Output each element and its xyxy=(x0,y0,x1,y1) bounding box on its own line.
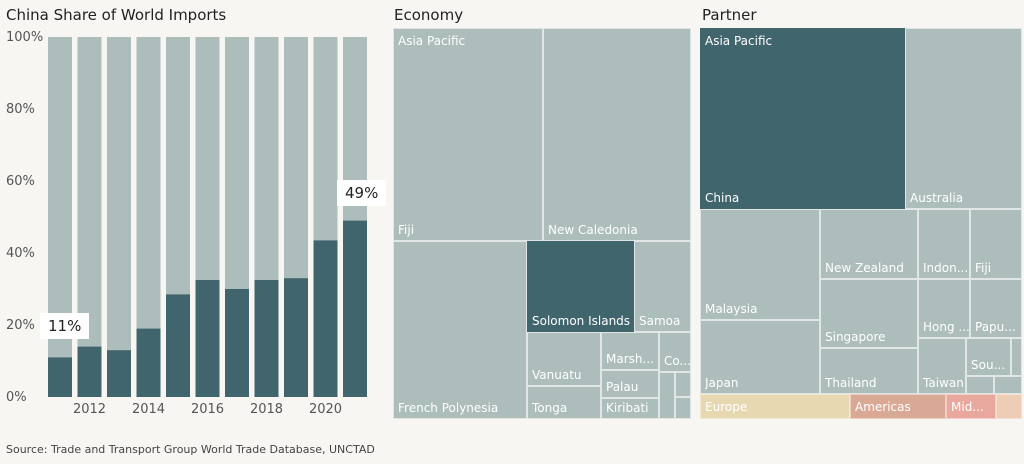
y-tick-label: 40% xyxy=(6,246,35,261)
x-tick-label: 2014 xyxy=(132,402,165,417)
treemap-cell-new-zealand[interactable]: New Zealand xyxy=(820,209,918,279)
treemap-label: Asia Pacific xyxy=(398,34,466,48)
bar-2016[interactable] xyxy=(195,280,220,397)
treemap-label: China xyxy=(705,191,740,205)
partner-treemap: Asia Pacific China Australia Malaysia Ja… xyxy=(700,28,1022,419)
treemap-cell-small[interactable] xyxy=(966,376,994,394)
treemap-label: New Caledonia xyxy=(548,223,638,237)
y-tick-label: 60% xyxy=(6,174,35,189)
treemap-cell-other[interactable] xyxy=(996,394,1022,419)
treemap-cell-new-caledonia[interactable]: New Caledonia xyxy=(543,28,691,241)
treemap-label: Marsh... xyxy=(606,352,654,366)
bar-2017[interactable] xyxy=(225,289,249,397)
treemap-label: Mid... xyxy=(951,400,984,414)
treemap-label: Asia Pacific xyxy=(705,34,773,48)
y-tick-label: 20% xyxy=(6,318,35,333)
treemap-label: Hong ... xyxy=(923,320,970,334)
bar-remainder xyxy=(48,37,72,397)
bar-2012[interactable] xyxy=(77,346,102,397)
treemap-label: New Zealand xyxy=(825,261,904,275)
x-tick-label: 2018 xyxy=(250,402,283,417)
source-note: Source: Trade and Transport Group World … xyxy=(6,443,375,456)
bar-2014[interactable] xyxy=(136,328,161,397)
bar-2013[interactable] xyxy=(107,350,131,397)
treemap-label: Americas xyxy=(855,400,911,414)
bar-2015[interactable] xyxy=(166,294,190,397)
economy-treemap: Asia Pacific Fiji New Caledonia French P… xyxy=(393,28,691,419)
treemap-cell-indonesia[interactable]: Indon... xyxy=(918,209,970,279)
treemap-cell-malaysia[interactable]: Malaysia xyxy=(700,209,820,320)
treemap-label: Samoa xyxy=(639,314,681,328)
treemap-cell-fiji[interactable]: Asia Pacific Fiji xyxy=(393,28,543,241)
bar-chart-title: China Share of World Imports xyxy=(6,6,227,24)
treemap-label: Co... xyxy=(664,354,691,368)
x-tick-label: 2012 xyxy=(73,402,106,417)
treemap-cell-palau[interactable]: Palau xyxy=(601,370,659,398)
bar-chart: 0% 20% 40% 60% 80% 100% 2012 2014 2016 2018 2020 xyxy=(6,30,367,417)
callout-2021: 49% xyxy=(337,180,387,206)
treemap-cell-australia[interactable]: Australia xyxy=(905,28,1022,209)
treemap-cell-americas[interactable]: Americas xyxy=(850,394,946,419)
treemap-label: Europe xyxy=(705,400,748,414)
treemap-cell-hong-kong[interactable]: Hong ... xyxy=(918,279,970,338)
treemap-cell-fiji[interactable]: Fiji xyxy=(970,209,1022,279)
treemap-cell-china[interactable]: Asia Pacific China xyxy=(700,28,905,209)
treemap-label: Indon... xyxy=(923,261,969,275)
treemap-label: Palau xyxy=(606,380,639,394)
treemap-cell-japan[interactable]: Japan xyxy=(700,320,820,394)
economy-treemap-title: Economy xyxy=(394,6,464,24)
treemap-cell-kiribati[interactable]: Kiribati xyxy=(601,398,659,419)
bar-remainder xyxy=(77,37,102,397)
treemap-cell-french-polynesia[interactable]: French Polynesia xyxy=(393,241,527,419)
x-tick-label: 2020 xyxy=(309,402,342,417)
callout-2011: 11% xyxy=(40,313,90,339)
partner-treemap-title: Partner xyxy=(702,6,757,24)
treemap-label: Fiji xyxy=(398,223,415,237)
bar-2019[interactable] xyxy=(284,278,308,397)
treemap-cell-vanuatu[interactable]: Vanuatu xyxy=(527,332,601,386)
y-tick-label: 0% xyxy=(6,390,27,405)
treemap-label: Papu... xyxy=(975,320,1016,334)
treemap-label: Australia xyxy=(910,191,964,205)
y-tick-label: 100% xyxy=(6,30,43,45)
treemap-cell-thailand[interactable]: Thailand xyxy=(820,348,918,394)
treemap-cell-small[interactable] xyxy=(659,372,675,419)
treemap-label: Malaysia xyxy=(705,302,758,316)
treemap-cell-solomon-islands[interactable]: Solomon Islands xyxy=(527,241,634,332)
treemap-label: Japan xyxy=(705,376,739,390)
treemap-cell-small[interactable] xyxy=(1011,338,1022,376)
treemap-cell-tonga[interactable]: Tonga xyxy=(527,386,601,419)
treemap-cell-small[interactable] xyxy=(675,397,691,419)
treemap-label: French Polynesia xyxy=(398,401,499,415)
treemap-label: Taiwan xyxy=(923,376,964,390)
treemap-cell-europe[interactable]: Europe xyxy=(700,394,850,419)
y-tick-label: 80% xyxy=(6,102,35,117)
treemap-cell-samoa[interactable]: Samoa xyxy=(634,241,691,332)
treemap-cell-marshall[interactable]: Marsh... xyxy=(601,332,659,370)
bar-2011[interactable] xyxy=(48,357,72,397)
bar-remainder xyxy=(107,37,131,397)
treemap-cell-small[interactable] xyxy=(675,372,691,397)
treemap-label: Vanuatu xyxy=(532,368,582,382)
treemap-label: Sou... xyxy=(971,358,1006,372)
treemap-cell-middle-east[interactable]: Mid... xyxy=(946,394,996,419)
treemap-cell-taiwan[interactable]: Taiwan xyxy=(918,338,966,394)
treemap-cell-south-africa[interactable]: Sou... xyxy=(966,338,1011,376)
treemap-label: Thailand xyxy=(825,376,877,390)
x-tick-label: 2016 xyxy=(191,402,224,417)
treemap-cell-papua[interactable]: Papu... xyxy=(970,279,1022,338)
treemap-label: Solomon Islands xyxy=(532,314,631,328)
treemap-cell-small[interactable] xyxy=(994,376,1022,394)
bar-2018[interactable] xyxy=(254,280,279,397)
treemap-label: Singapore xyxy=(825,330,886,344)
treemap-cell-singapore[interactable]: Singapore xyxy=(820,279,918,348)
treemap-label: Tonga xyxy=(532,401,568,415)
treemap-label: Kiribati xyxy=(606,401,649,415)
treemap-cell-cook-islands[interactable]: Co... xyxy=(659,332,691,372)
treemap-label: Fiji xyxy=(975,261,992,275)
bar-2021[interactable] xyxy=(343,220,367,397)
bar-2020[interactable] xyxy=(313,240,338,397)
